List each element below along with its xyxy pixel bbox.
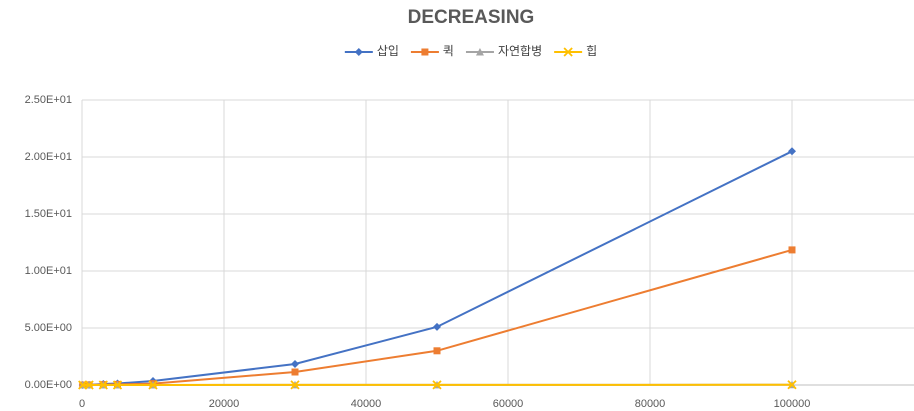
x-tick-label: 100000 — [774, 398, 811, 410]
point — [433, 347, 441, 355]
point — [788, 246, 796, 254]
point — [84, 380, 94, 390]
x-tick-label: 0 — [79, 398, 85, 410]
legend-label: 삽입 — [377, 44, 399, 58]
point — [563, 47, 573, 57]
series — [78, 380, 797, 390]
legend-label: 자연합병 — [498, 44, 542, 58]
point — [421, 48, 429, 56]
legend-label: 힙 — [586, 44, 597, 58]
point — [787, 380, 797, 390]
legend-label: 퀵 — [443, 44, 454, 58]
point — [291, 368, 299, 376]
y-tick-label: 1.00E+01 — [25, 265, 72, 277]
x-tick-label: 60000 — [493, 398, 524, 410]
point — [290, 380, 300, 390]
point — [354, 48, 363, 56]
x-tick-label: 20000 — [209, 398, 240, 410]
y-tick-label: 5.00E+00 — [25, 322, 72, 334]
series — [79, 246, 796, 389]
line — [82, 248, 793, 386]
point — [112, 380, 123, 390]
point — [788, 147, 796, 156]
y-tick-label: 2.50E+01 — [25, 94, 72, 106]
point — [433, 322, 441, 331]
y-tick-label: 2.00E+01 — [25, 151, 72, 163]
point — [432, 380, 442, 390]
y-tick-label: 1.50E+01 — [25, 208, 72, 220]
x-tick-label: 40000 — [351, 398, 382, 410]
point — [98, 380, 108, 390]
point — [475, 48, 484, 56]
point — [148, 380, 158, 390]
chart-title: DECREASING — [408, 7, 535, 28]
point — [291, 360, 299, 369]
y-tick-label: 0.00E+00 — [25, 379, 72, 391]
x-tick-label: 80000 — [635, 398, 666, 410]
